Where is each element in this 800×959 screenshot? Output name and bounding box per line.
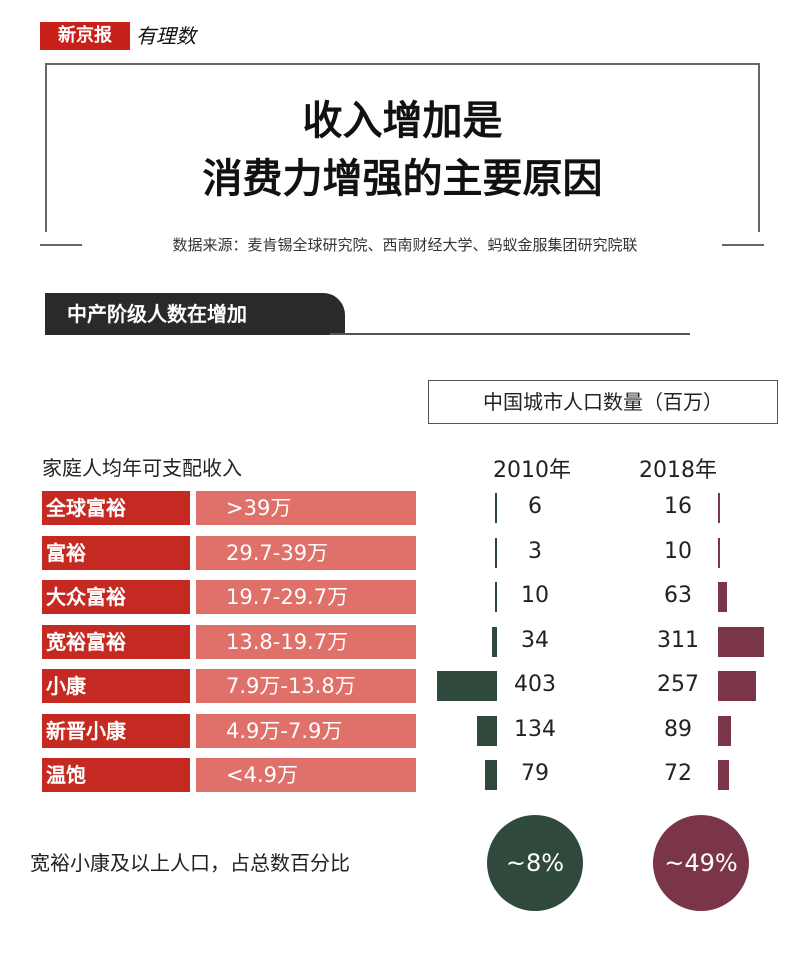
bar-2010 — [495, 582, 497, 612]
title-frame-gap — [44, 232, 761, 252]
value-2010: 79 — [521, 761, 549, 786]
bar-2018 — [718, 626, 765, 657]
title-line-1: 收入增加是 — [302, 98, 503, 144]
value-2018: 89 — [664, 716, 692, 742]
value-2018: 16 — [664, 494, 692, 519]
brand-logo: 新京报 — [40, 22, 130, 50]
value-2010: 3 — [528, 538, 542, 564]
income-range-label: 4.9万-7.9万 — [196, 713, 416, 748]
year-2010-label: 2010年 — [493, 458, 571, 483]
bar-2010 — [495, 537, 497, 568]
bar-2010 — [477, 715, 497, 746]
category-label: 小康 — [42, 669, 190, 703]
income-range-label: 13.8-19.7万 — [196, 624, 416, 659]
section-rule — [330, 333, 690, 335]
income-range-label: 29.7-39万 — [196, 535, 416, 570]
share-label: 宽裕小康及以上人口，占总数百分比 — [30, 851, 350, 875]
income-range-label: <4.9万 — [196, 758, 416, 792]
value-2010: 6 — [528, 494, 542, 519]
bar-2018 — [718, 537, 720, 568]
value-2010: 403 — [514, 672, 556, 697]
bar-2018 — [718, 760, 729, 790]
category-label: 大众富裕 — [42, 580, 190, 614]
bar-2010 — [437, 671, 497, 701]
share-2010-circle: ~8% — [487, 815, 583, 911]
value-2018: 72 — [664, 761, 692, 786]
bar-2018 — [718, 715, 732, 746]
share-2018-circle: ~49% — [653, 815, 749, 911]
source-rule-left — [40, 244, 82, 246]
bar-2018 — [718, 493, 721, 523]
bar-2010 — [485, 760, 497, 790]
income-range-label: 7.9万-13.8万 — [196, 669, 416, 703]
source-rule-right — [722, 244, 764, 246]
section-title: 中产阶级人数在增加 — [45, 293, 345, 335]
category-label: 温饱 — [42, 758, 190, 792]
value-2018: 63 — [664, 583, 692, 608]
value-2010: 34 — [521, 627, 549, 653]
value-2018: 10 — [664, 538, 692, 564]
category-label: 富裕 — [42, 535, 190, 570]
category-label: 宽裕富裕 — [42, 624, 190, 659]
category-label: 全球富裕 — [42, 491, 190, 525]
chart-title: 中国城市人口数量（百万） — [428, 380, 778, 424]
income-range-label: >39万 — [196, 491, 416, 525]
column-logo: 有理数 — [136, 24, 196, 48]
income-range-label: 19.7-29.7万 — [196, 580, 416, 614]
year-2018-label: 2018年 — [639, 458, 717, 483]
bar-2010 — [491, 626, 497, 657]
data-source: 数据来源：麦肯锡全球研究院、西南财经大学、蚂蚁金服集团研究院联 — [172, 236, 638, 254]
bar-2010 — [495, 493, 497, 523]
value-2010: 10 — [521, 583, 549, 608]
value-2018: 311 — [657, 627, 699, 653]
income-axis-label: 家庭人均年可支配收入 — [42, 456, 242, 480]
title-line-2: 消费力增强的主要原因 — [202, 156, 603, 202]
bar-2018 — [718, 671, 757, 701]
value-2018: 257 — [657, 672, 699, 697]
bar-2018 — [718, 582, 728, 612]
category-label: 新晋小康 — [42, 713, 190, 748]
value-2010: 134 — [514, 716, 556, 742]
